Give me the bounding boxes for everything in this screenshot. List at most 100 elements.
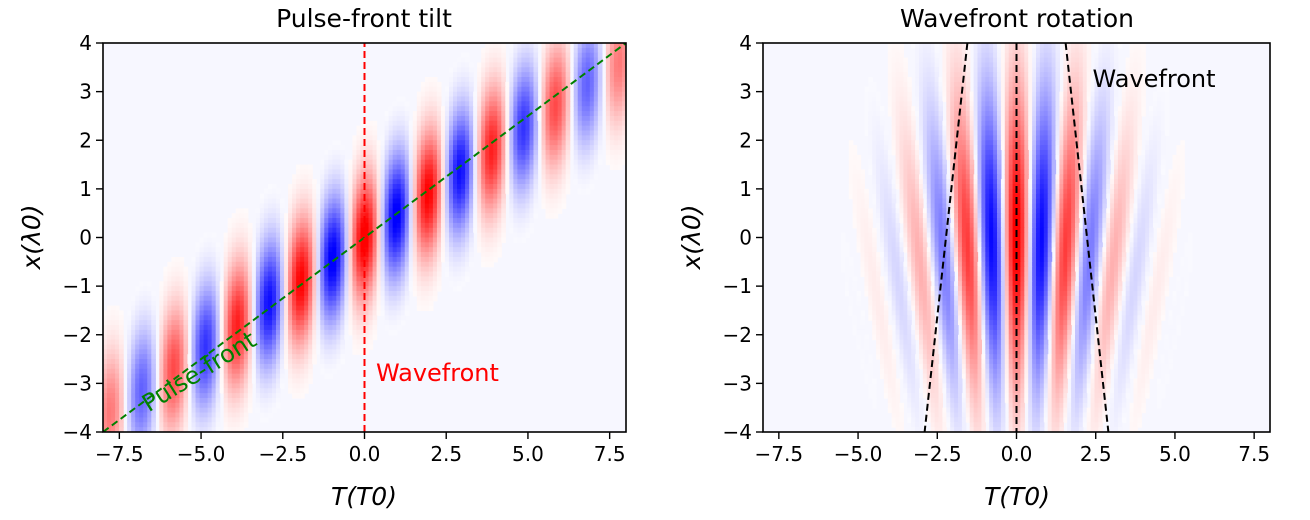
heatmap-cell xyxy=(577,184,583,190)
heatmap-cell xyxy=(384,305,390,312)
heatmap-cell xyxy=(288,329,293,336)
heatmap-cell xyxy=(416,91,422,98)
heatmap-cell xyxy=(360,290,366,297)
heatmap-cell xyxy=(195,388,201,394)
heatmap-cell xyxy=(509,96,514,102)
heatmap-cell xyxy=(159,281,164,287)
heatmap-cell xyxy=(163,402,168,409)
heatmap-cell xyxy=(179,383,185,389)
heatmap-cell xyxy=(207,344,213,350)
heatmap-cell xyxy=(360,218,366,224)
heatmap-cell xyxy=(183,334,189,341)
heatmap-cell xyxy=(396,213,402,219)
heatmap-cell xyxy=(428,237,434,243)
heatmap-cell xyxy=(368,130,374,136)
heatmap-cell xyxy=(324,159,329,166)
heatmap-cell xyxy=(404,222,410,229)
heatmap-cell xyxy=(989,43,994,49)
heatmap-cell xyxy=(340,174,345,180)
heatmap-cell xyxy=(151,305,156,312)
heatmap-cell xyxy=(461,266,466,273)
heatmap-cell xyxy=(517,115,522,122)
heatmap-cell xyxy=(223,329,229,336)
heatmap-cell xyxy=(392,174,398,180)
heatmap-cell xyxy=(497,159,502,166)
heatmap-cell xyxy=(436,227,442,234)
heatmap-cell xyxy=(352,227,358,234)
heatmap-cell xyxy=(453,247,458,253)
heatmap-cell xyxy=(227,276,233,282)
heatmap-cell xyxy=(215,417,221,423)
heatmap-cell xyxy=(163,290,168,297)
heatmap-cell xyxy=(565,145,571,151)
heatmap-cell xyxy=(356,242,362,248)
heatmap-cell xyxy=(561,154,567,161)
heatmap-cell xyxy=(420,169,426,175)
heatmap-cell xyxy=(191,402,197,409)
heatmap-cell xyxy=(376,242,382,248)
heatmap-cell xyxy=(316,256,321,263)
heatmap-cell xyxy=(300,393,305,399)
heatmap-cell xyxy=(388,286,394,292)
heatmap-cell xyxy=(271,295,277,302)
heatmap-cell xyxy=(525,179,531,185)
heatmap-cell xyxy=(199,271,205,277)
heatmap-cell xyxy=(380,179,386,185)
heatmap-cell xyxy=(199,393,205,399)
heatmap-cell xyxy=(372,135,378,141)
heatmap-cell xyxy=(356,256,362,263)
heatmap-cell xyxy=(448,256,454,263)
heatmap-cell xyxy=(163,315,168,321)
heatmap-cell xyxy=(356,169,362,175)
heatmap-cell xyxy=(143,393,148,399)
heatmap-cell xyxy=(243,349,249,355)
heatmap-cell xyxy=(621,77,626,83)
heatmap-cell xyxy=(320,266,325,273)
heatmap-cell xyxy=(332,218,337,224)
heatmap-cell xyxy=(247,393,253,399)
heatmap-cell xyxy=(275,213,281,219)
heatmap-cell xyxy=(396,227,402,234)
heatmap-cell xyxy=(344,184,349,190)
heatmap-cell xyxy=(517,120,522,127)
heatmap-cell xyxy=(312,252,317,258)
heatmap-cell xyxy=(316,218,321,224)
heatmap-cell xyxy=(557,159,563,166)
heatmap-cell xyxy=(388,218,394,224)
heatmap-cell xyxy=(432,237,438,243)
heatmap-cell xyxy=(243,339,249,346)
heatmap-cell xyxy=(392,101,398,107)
heatmap-cell xyxy=(589,125,595,132)
heatmap-cell xyxy=(489,193,494,200)
heatmap-cell xyxy=(617,86,623,93)
heatmap-cell xyxy=(384,227,390,234)
heatmap-cell xyxy=(195,290,201,297)
heatmap-cell xyxy=(461,91,466,98)
heatmap-cell xyxy=(553,135,559,141)
heatmap-cell xyxy=(203,412,209,419)
heatmap-cell xyxy=(296,315,301,321)
heatmap-cell xyxy=(364,256,370,263)
heatmap-cell xyxy=(545,184,551,190)
heatmap-cell xyxy=(195,252,201,258)
heatmap-cell xyxy=(420,237,426,243)
heatmap-cell xyxy=(1012,52,1018,59)
heatmap-cell xyxy=(416,174,422,180)
heatmap-cell xyxy=(227,422,233,428)
heatmap-cell xyxy=(211,247,217,253)
heatmap-cell xyxy=(573,57,579,64)
heatmap-cell xyxy=(263,383,269,389)
heatmap-cell xyxy=(231,295,237,302)
heatmap-cell xyxy=(424,247,430,253)
heatmap-cell xyxy=(340,169,345,175)
heatmap-cell xyxy=(553,72,559,78)
heatmap-cell xyxy=(448,72,454,78)
heatmap-cell xyxy=(621,120,626,127)
heatmap-cell xyxy=(352,276,358,282)
heatmap-cell xyxy=(356,145,362,151)
heatmap-cell xyxy=(497,169,502,175)
heatmap-cell xyxy=(461,261,466,268)
heatmap-cell xyxy=(424,271,430,277)
heatmap-cell xyxy=(489,125,494,132)
heatmap-cell xyxy=(211,393,217,399)
